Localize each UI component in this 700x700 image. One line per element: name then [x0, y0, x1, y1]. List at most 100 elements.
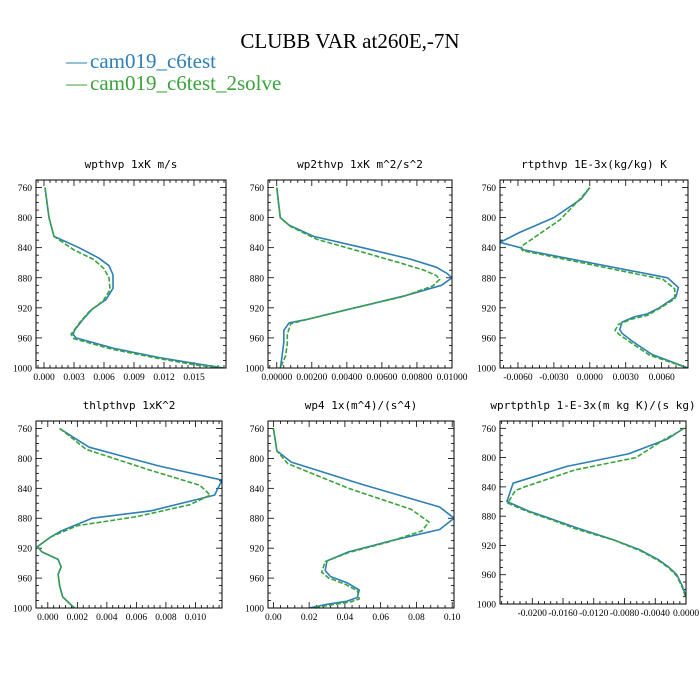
y-tick-label: 840: [482, 483, 497, 493]
series-line-1: [276, 187, 452, 368]
y-tick-label: 760: [250, 184, 265, 194]
y-tick-label: 800: [18, 214, 33, 224]
x-tick-label: 0.0000: [673, 609, 699, 619]
y-tick-label: 880: [250, 515, 265, 525]
y-tick-label: 920: [18, 545, 33, 555]
panel-frame: [499, 179, 689, 369]
x-tick-label: -0.0030: [539, 373, 569, 383]
y-tick-label: 960: [250, 575, 265, 585]
legend-label-2: cam019_c6test_2solve: [90, 71, 281, 95]
panel-frame: [267, 420, 455, 609]
y-tick-label: 760: [482, 425, 497, 435]
y-tick-label: 1000: [245, 365, 264, 375]
x-tick-label: 0.010: [185, 613, 207, 623]
y-tick-label: 800: [482, 454, 497, 464]
y-tick-label: 880: [482, 274, 497, 284]
x-tick-label: 0.10: [444, 613, 461, 623]
series-line-2: [44, 187, 225, 368]
y-tick-label: 1000: [477, 601, 496, 611]
y-tick-label: 760: [482, 184, 497, 194]
x-tick-label: 0.00000: [261, 373, 292, 383]
panel-1: wpthvp 1xK m/s76080084088092096010000.00…: [13, 158, 227, 383]
panel-4: thlpthvp 1xK^2 760 800 840 880 920 960 1000 0.00…: [13, 399, 223, 623]
x-tick-label: 0.002: [67, 613, 89, 623]
x-tick-label: -0.0080: [610, 609, 640, 619]
y-tick-label: 800: [250, 455, 265, 465]
series-line-2: [272, 428, 430, 608]
series-line-1: [506, 427, 686, 597]
y-tick-label: 1000: [245, 605, 264, 615]
x-tick-label: 0.02: [301, 613, 318, 623]
legend-label-1: cam019_c6test: [90, 49, 216, 73]
series-line-2: [506, 427, 686, 599]
x-tick-label: 0.00800: [402, 373, 433, 383]
x-tick-label: 0.006: [93, 373, 115, 383]
x-tick-label: -0.0040: [641, 609, 671, 619]
series-line-1: [44, 187, 225, 368]
x-tick-label: -0.0060: [503, 373, 533, 383]
panel-title: wprtpthlp 1-E-3x(m kg K)/(s kg): [490, 399, 695, 412]
x-tick-label: 0.0060: [649, 373, 675, 383]
y-tick-label: 960: [482, 334, 497, 344]
y-tick-label: 960: [18, 575, 33, 585]
panel-title: wp4 1x(m^4)/(s^4): [305, 399, 418, 412]
y-tick-label: 960: [482, 571, 497, 581]
x-tick-label: 0.008: [155, 613, 177, 623]
x-tick-label: 0.004: [96, 613, 118, 623]
panel-frame: [499, 420, 687, 605]
panel-3: rtpthvp 1E-3x(kg/kg) K 760 800 840 880 920 960…: [477, 158, 689, 383]
y-tick-label: 920: [250, 304, 265, 314]
x-tick-label: 0.00600: [366, 373, 397, 383]
y-tick-label: 920: [482, 304, 497, 314]
x-tick-label: -0.0120: [579, 609, 609, 619]
x-tick-label: 0.00: [265, 613, 282, 623]
x-tick-label: 0.009: [123, 373, 145, 383]
y-tick-label: 880: [482, 513, 497, 523]
legend-marker-2: —: [65, 71, 88, 95]
x-tick-label: 0.06: [372, 613, 389, 623]
y-tick-label: 960: [250, 334, 265, 344]
legend-marker-1: —: [65, 49, 88, 73]
panel-title: wpthvp 1xK m/s: [85, 158, 178, 171]
y-tick-label: 920: [482, 542, 497, 552]
figure-title: CLUBB VAR at260E,-7N: [240, 29, 459, 53]
panels: wpthvp 1xK m/s76080084088092096010000.00…: [13, 158, 699, 623]
y-tick-label: 920: [250, 545, 265, 555]
x-tick-label: 0.003: [63, 373, 85, 383]
panel-6: wprtpthlp 1-E-3x(m kg K)/(s kg) 760 800 840…: [477, 399, 699, 619]
y-tick-label: 840: [250, 244, 265, 254]
x-tick-label: 0.006: [126, 613, 148, 623]
y-tick-label: 960: [18, 334, 33, 344]
panel-title: thlpthvp 1xK^2: [83, 399, 176, 412]
x-tick-label: 0.000: [33, 373, 55, 383]
y-tick-label: 1000: [13, 365, 32, 375]
y-tick-label: 880: [250, 274, 265, 284]
panel-title: wp2thvp 1xK m^2/s^2: [297, 158, 423, 171]
panel-frame: [267, 179, 453, 369]
x-tick-label: 0.000: [37, 613, 59, 623]
y-tick-label: 840: [250, 485, 265, 495]
series-line-1: [500, 187, 688, 368]
x-tick-label: 0.015: [183, 373, 205, 383]
y-tick-label: 1000: [13, 605, 32, 615]
panel-title: rtpthvp 1E-3x(kg/kg) K: [521, 158, 667, 171]
y-tick-label: 840: [482, 244, 497, 254]
x-tick-label: 0.00400: [331, 373, 362, 383]
series-line-1: [272, 428, 454, 608]
legend: — cam019_c6test — cam019_c6test_2solve: [65, 49, 281, 95]
series-line-2: [276, 187, 441, 368]
x-tick-label: 0.0000: [577, 373, 603, 383]
x-tick-label: 0.08: [408, 613, 425, 623]
y-tick-label: 880: [18, 274, 33, 284]
panel-5: wp4 1x(m^4)/(s^4)76080084088092096010000…: [245, 399, 461, 623]
y-tick-label: 920: [18, 304, 33, 314]
y-tick-label: 760: [18, 184, 33, 194]
series-line-2: [36, 427, 211, 608]
y-tick-label: 800: [250, 214, 265, 224]
y-tick-label: 840: [18, 485, 33, 495]
y-tick-label: 1000: [477, 365, 496, 375]
x-tick-label: 0.00200: [296, 373, 327, 383]
y-tick-label: 800: [482, 214, 497, 224]
series-line-1: [36, 427, 222, 608]
